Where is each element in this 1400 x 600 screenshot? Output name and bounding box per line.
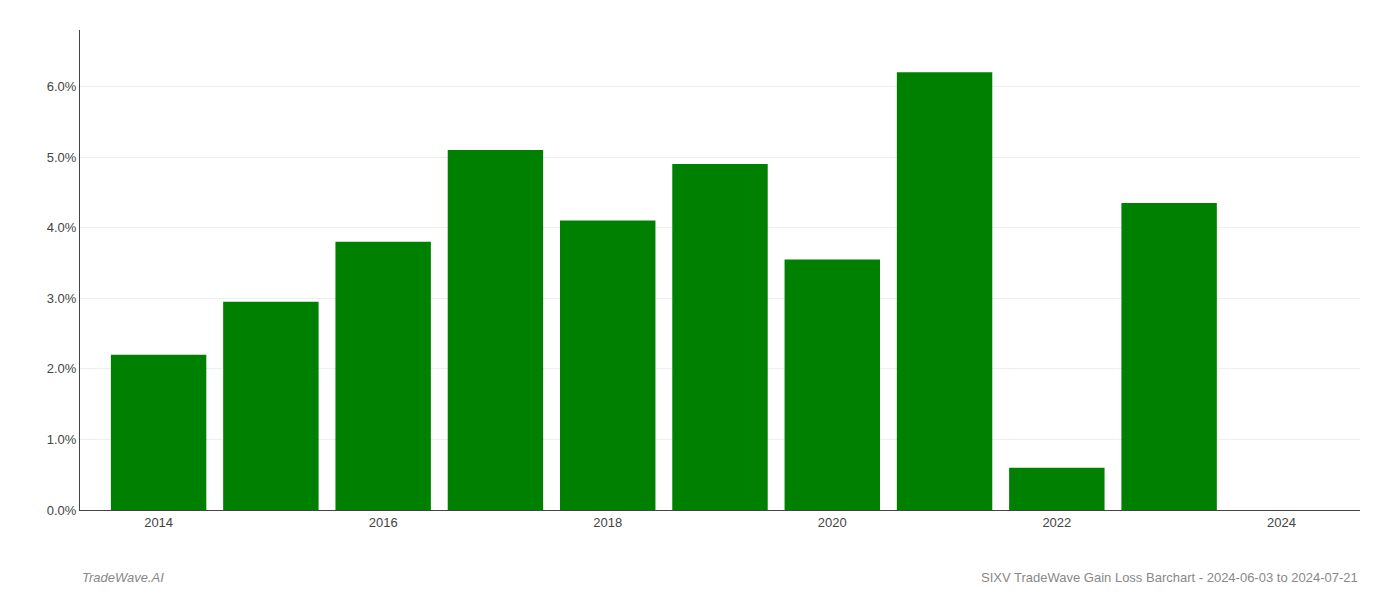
svg-text:SIXV TradeWave Gain Loss Barch: SIXV TradeWave Gain Loss Barchart - 2024… xyxy=(981,570,1358,585)
svg-text:0.0%: 0.0% xyxy=(47,503,77,518)
svg-text:2022: 2022 xyxy=(1042,515,1071,530)
svg-text:3.0%: 3.0% xyxy=(47,291,77,306)
svg-text:2016: 2016 xyxy=(369,515,398,530)
svg-text:1.0%: 1.0% xyxy=(47,432,77,447)
svg-text:2024: 2024 xyxy=(1267,515,1296,530)
svg-text:6.0%: 6.0% xyxy=(47,79,77,94)
svg-text:2.0%: 2.0% xyxy=(47,361,77,376)
svg-text:2014: 2014 xyxy=(144,515,173,530)
svg-text:2020: 2020 xyxy=(818,515,847,530)
svg-text:5.0%: 5.0% xyxy=(47,150,77,165)
svg-text:TradeWave.AI: TradeWave.AI xyxy=(82,570,164,585)
svg-text:4.0%: 4.0% xyxy=(47,220,77,235)
svg-text:2018: 2018 xyxy=(593,515,622,530)
